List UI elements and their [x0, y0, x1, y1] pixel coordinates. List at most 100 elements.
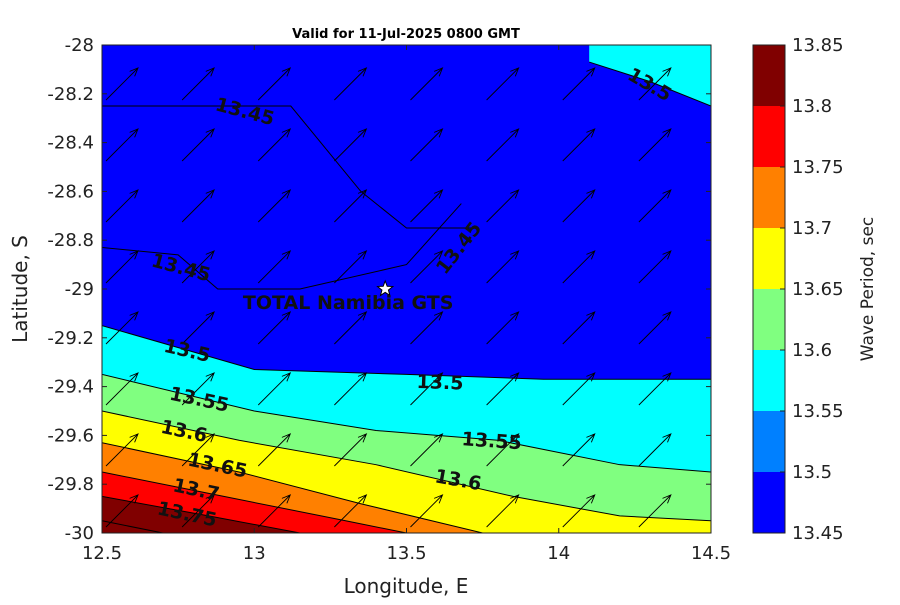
- wave-vector: [334, 189, 368, 223]
- y-axis-ticks: -28 -28.2 -28.4 -28.6 -28.8 -29 -29.2 -29.4 -29.…: [47, 35, 711, 544]
- wave-vector: [105, 433, 139, 467]
- y-tick-label: -29.8: [47, 474, 94, 495]
- wave-vector: [562, 250, 596, 284]
- wave-vector: [181, 433, 215, 467]
- colorbar: [753, 45, 785, 533]
- wave-vector: [410, 67, 444, 101]
- colorbar-tick-label: 13.55: [792, 401, 844, 422]
- wave-vector: [410, 250, 444, 284]
- y-tick-label: -28: [65, 35, 94, 56]
- wave-vector: [638, 311, 672, 345]
- wave-vector: [334, 311, 368, 345]
- contour-line-13.45: [102, 105, 474, 229]
- y-axis-label: Latitude, S: [8, 235, 32, 343]
- wave-vector: [638, 433, 672, 467]
- wave-vector: [562, 433, 596, 467]
- wave-vector: [410, 494, 444, 528]
- x-tick-label: 13.5: [386, 543, 426, 564]
- wave-vector: [639, 7, 671, 39]
- wave-vector: [181, 250, 215, 284]
- wave-vector: [181, 189, 215, 223]
- colorbar-ticks: 13.45 13.5 13.55 13.6 13.65 13.7 13.75 13.8 13.8…: [780, 35, 844, 544]
- wave-vector: [563, 7, 595, 39]
- wave-vector: [334, 433, 368, 467]
- wave-vector: [486, 372, 520, 406]
- colorbar-tick-label: 13.8: [792, 96, 832, 117]
- y-tick-label: -29.2: [47, 328, 94, 349]
- x-axis-ticks: 12.5 13 13.5 14 14.5: [82, 45, 731, 564]
- wave-vector: [106, 7, 138, 39]
- colorbar-tick-label: 13.45: [792, 523, 844, 544]
- wave-vector: [257, 311, 292, 345]
- wave-vector: [257, 250, 292, 284]
- contour-line-13.55: [102, 373, 711, 473]
- colorbar-tick-label: 13.85: [792, 35, 844, 56]
- wave-vector: [562, 311, 596, 345]
- wave-vector: [638, 250, 672, 284]
- colorbar-tick-label: 13.7: [792, 218, 832, 239]
- y-tick-label: -28.2: [47, 84, 94, 105]
- wave-vector: [486, 67, 520, 101]
- wave-vector: [638, 372, 672, 406]
- wave-vector: [105, 372, 139, 406]
- wave-vector: [181, 372, 215, 406]
- colorbar-tick-label: 13.5: [792, 462, 832, 483]
- wave-vector: [105, 67, 139, 101]
- wave-vector: [410, 189, 444, 223]
- site-layer: TOTAL Namibia GTS: [243, 279, 454, 314]
- wave-vector: [181, 128, 215, 162]
- x-tick-label: 13: [243, 543, 266, 564]
- chart-title: Valid for 11-Jul-2025 0800 GMT: [292, 27, 520, 42]
- x-tick-label: 14.5: [691, 543, 731, 564]
- wave-vector: [486, 433, 520, 467]
- wave-vector: [486, 311, 520, 345]
- colorbar-swatch-13.55: [753, 350, 785, 411]
- wave-vector: [562, 372, 596, 406]
- contour-line-13.45: [102, 203, 462, 290]
- wave-vector: [638, 128, 672, 162]
- x-tick-label: 12.5: [82, 543, 122, 564]
- wave-vector: [105, 311, 139, 345]
- wave-vector: [181, 67, 215, 101]
- y-tick-label: -29.6: [47, 425, 94, 446]
- x-tick-label: 14: [547, 543, 570, 564]
- wave-vector: [486, 250, 520, 284]
- colorbar-swatch-13.6: [753, 289, 785, 350]
- contour-line-13.6: [102, 410, 711, 522]
- wave-vector: [258, 7, 290, 39]
- wave-vector: [257, 372, 292, 406]
- wave-vector: [410, 433, 444, 467]
- colorbar-tick-label: 13.6: [792, 340, 832, 361]
- x-axis-label: Longitude, E: [344, 574, 469, 598]
- wave-vector: [486, 494, 520, 528]
- wave-vector: [334, 67, 368, 101]
- wave-vector: [105, 494, 139, 528]
- colorbar-tick-label: 13.75: [792, 157, 844, 178]
- wave-vector: [257, 189, 292, 223]
- contour-line-13.7: [102, 471, 407, 533]
- colorbar-swatch-13.45: [753, 472, 785, 533]
- colorbar-swatch-13.7: [753, 167, 785, 228]
- y-tick-label: -28.8: [47, 230, 94, 251]
- wave-vector: [334, 372, 368, 406]
- colorbar-swatch-13.65: [753, 228, 785, 289]
- wave-vector: [410, 311, 444, 345]
- wave-vector: [257, 433, 292, 467]
- y-tick-label: -28.4: [47, 133, 94, 154]
- site-label: TOTAL Namibia GTS: [243, 292, 454, 314]
- contour-line-13.65: [102, 442, 483, 533]
- contour-label: 13.5: [416, 371, 464, 395]
- wave-vector: [410, 372, 444, 406]
- wave-vector: [486, 189, 520, 223]
- wave-vector: [181, 494, 215, 528]
- contour-line-13.75: [102, 495, 301, 533]
- wave-vector: [105, 128, 139, 162]
- wave-vector: [638, 494, 672, 528]
- wave-vector: [410, 128, 444, 162]
- wave-vector: [105, 250, 139, 284]
- contour-line-13.5: [102, 325, 711, 380]
- wave-direction-vectors: [105, 7, 672, 528]
- wave-vector: [562, 128, 596, 162]
- y-tick-label: -28.6: [47, 181, 94, 202]
